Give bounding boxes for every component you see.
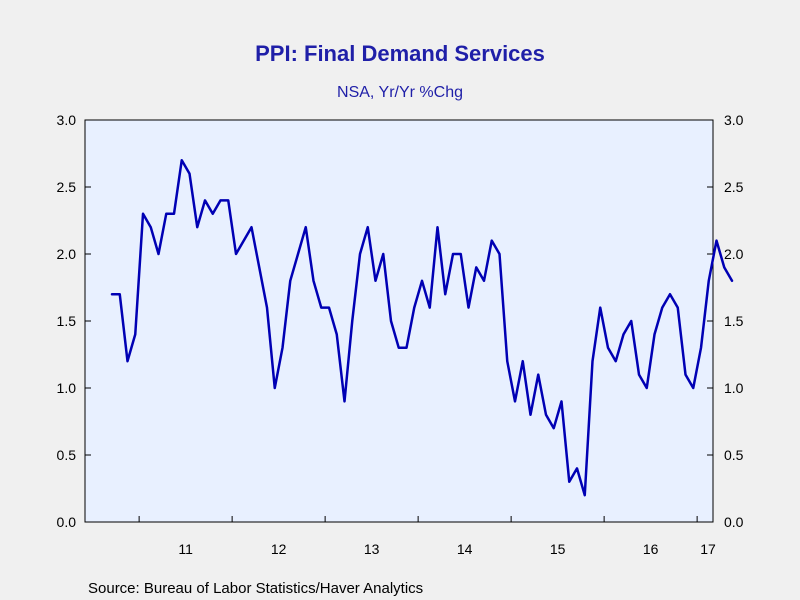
y-tick-label-right: 3.0 <box>724 112 744 128</box>
y-tick-label-right: 2.5 <box>724 179 744 195</box>
y-tick-label-left: 2.0 <box>57 246 77 262</box>
y-tick-label-left: 1.0 <box>57 380 77 396</box>
y-tick-label-right: 0.0 <box>724 514 744 530</box>
chart-title: PPI: Final Demand Services <box>255 41 545 66</box>
y-tick-label-left: 3.0 <box>57 112 77 128</box>
y-tick-label-left: 2.5 <box>57 179 77 195</box>
plot-area <box>84 119 714 523</box>
x-tick-label: 16 <box>643 541 659 557</box>
y-tick-label-right: 2.0 <box>724 246 744 262</box>
y-tick-label-right: 0.5 <box>724 447 744 463</box>
y-tick-label-left: 0.0 <box>57 514 77 530</box>
y-tick-label-right: 1.0 <box>724 380 744 396</box>
x-tick-label: 12 <box>271 541 287 557</box>
y-tick-label-left: 0.5 <box>57 447 77 463</box>
x-tick-label: 11 <box>178 541 193 557</box>
chart-subtitle: NSA, Yr/Yr %Chg <box>337 84 463 101</box>
x-tick-label: 17 <box>700 541 716 557</box>
x-tick-label: 13 <box>364 541 380 557</box>
source-note: Source: Bureau of Labor Statistics/Haver… <box>88 580 423 597</box>
x-tick-label: 14 <box>457 541 473 557</box>
y-tick-label-left: 1.5 <box>57 313 77 329</box>
x-tick-label: 15 <box>550 541 566 557</box>
y-tick-label-right: 1.5 <box>724 313 744 329</box>
